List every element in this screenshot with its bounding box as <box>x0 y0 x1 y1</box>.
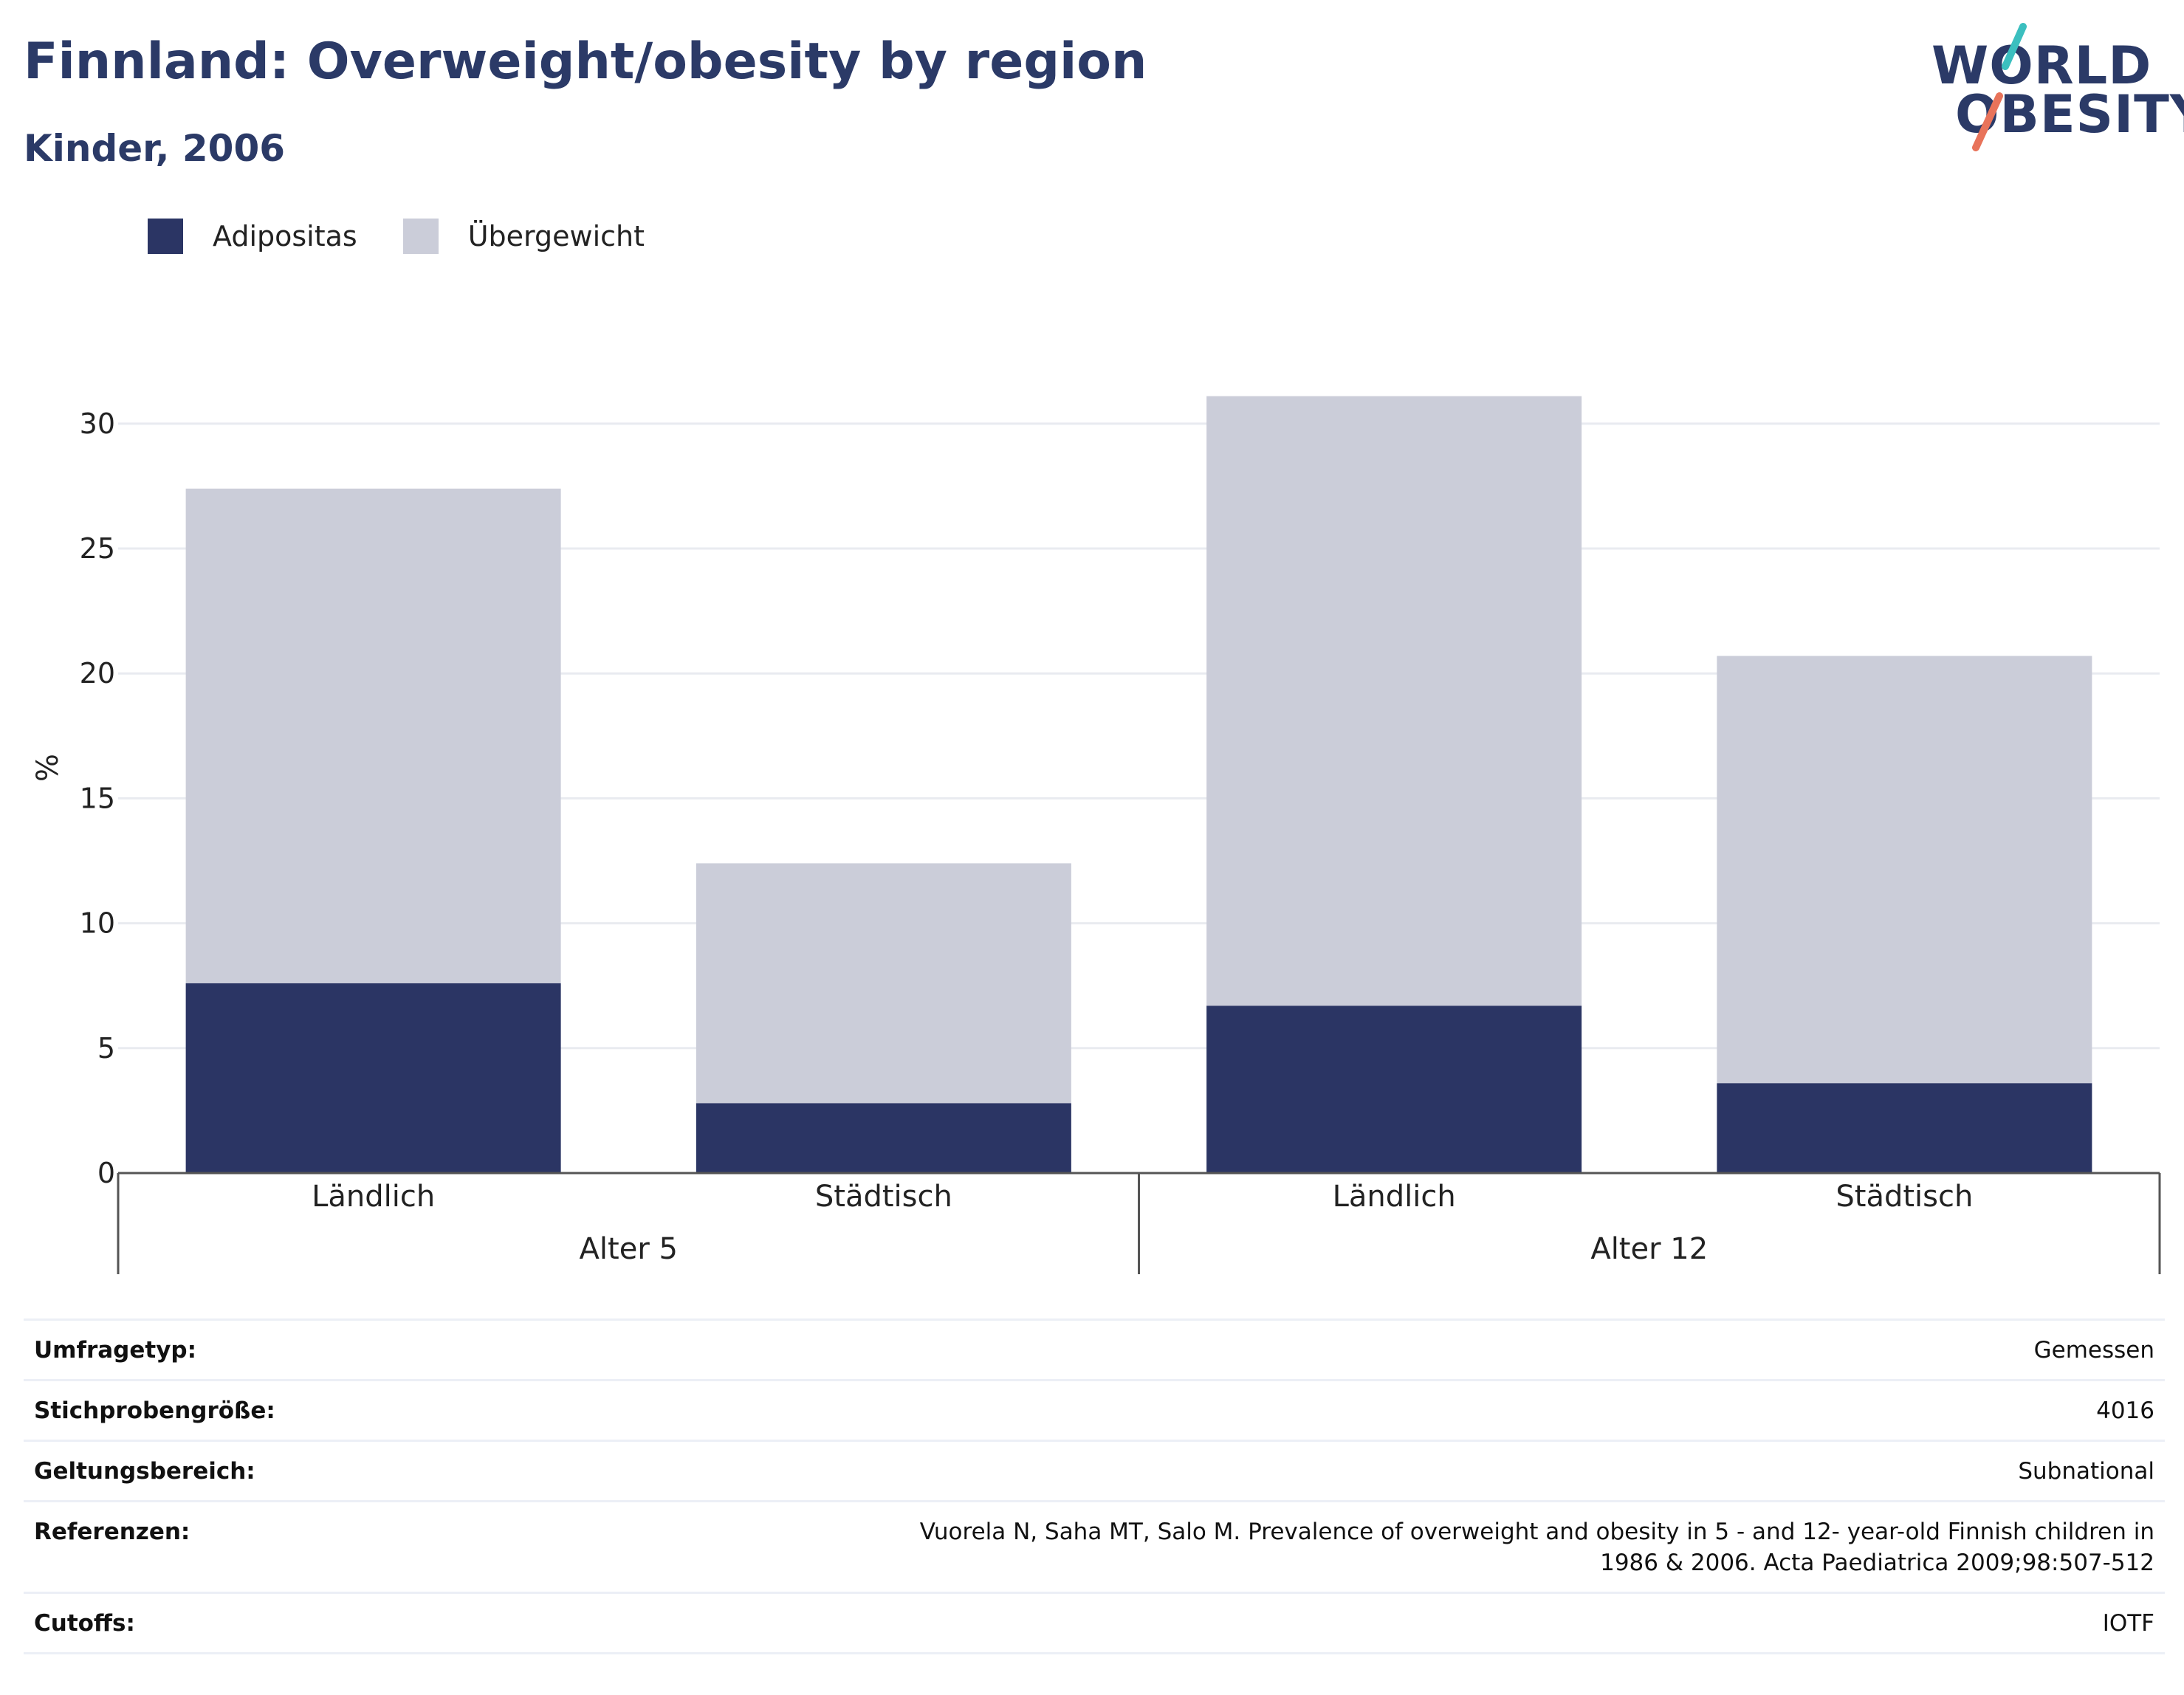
info-row-references: Referenzen: Vuorela N, Saha MT, Salo M. … <box>24 1500 2165 1593</box>
info-row-sample-size: Stichprobengröße: 4016 <box>24 1379 2165 1441</box>
bar--bergewicht <box>696 863 1071 1104</box>
bar-adipositas <box>1206 1005 1582 1173</box>
info-value-references: Vuorela N, Saha MT, Salo M. Prevalence o… <box>285 1500 2165 1593</box>
x-category-label: Städtisch <box>815 1180 952 1214</box>
x-category-label: Ländlich <box>1333 1180 1456 1214</box>
bar--bergewicht <box>185 488 561 983</box>
chart-title: Finnland: Overweight/obesity by region <box>24 32 1147 91</box>
chart-legend: Adipositas Übergewicht <box>148 219 690 254</box>
legend-label-uebergewicht: Übergewicht <box>467 220 645 252</box>
y-tick-label: 30 <box>80 408 115 440</box>
chart-subtitle: Kinder, 2006 <box>24 127 286 170</box>
bar--bergewicht <box>1206 396 1582 1006</box>
y-tick-label: 0 <box>97 1157 115 1189</box>
y-tick-label: 5 <box>97 1032 115 1065</box>
x-category-label: Ländlich <box>312 1180 435 1214</box>
info-key-sample-size: Stichprobengröße: <box>24 1379 286 1441</box>
info-value-sample-size: 4016 <box>285 1379 2165 1441</box>
info-value-survey-type: Gemessen <box>285 1318 2165 1381</box>
logo-slash-icon <box>1972 23 2027 151</box>
x-group-label: Alter 12 <box>1590 1232 1708 1266</box>
y-tick-label: 10 <box>80 907 115 940</box>
y-tick-label: 15 <box>80 782 115 814</box>
y-axis-title: % <box>31 754 65 782</box>
legend-item-uebergewicht[interactable]: Übergewicht <box>402 219 645 254</box>
bar--bergewicht <box>1717 656 2092 1084</box>
world-obesity-logo: WORLD OBESITY <box>1920 22 2184 155</box>
y-tick-label: 25 <box>80 532 115 565</box>
info-value-cutoffs: IOTF <box>285 1592 2165 1654</box>
info-row-survey-type: Umfragetyp: Gemessen <box>24 1318 2165 1381</box>
info-key-survey-type: Umfragetyp: <box>24 1318 286 1381</box>
bar-adipositas <box>185 983 561 1173</box>
info-row-cutoffs: Cutoffs: IOTF <box>24 1592 2165 1654</box>
y-tick-label: 20 <box>80 657 115 690</box>
bar-adipositas <box>1717 1083 2092 1173</box>
info-key-cutoffs: Cutoffs: <box>24 1592 286 1654</box>
info-row-scope: Geltungsbereich: Subnational <box>24 1440 2165 1502</box>
info-key-scope: Geltungsbereich: <box>24 1440 286 1502</box>
x-group-label: Alter 5 <box>580 1232 678 1266</box>
bar-adipositas <box>696 1103 1071 1173</box>
legend-swatch-uebergewicht <box>402 219 439 254</box>
legend-label-adipositas: Adipositas <box>213 220 357 252</box>
x-category-label: Städtisch <box>1836 1180 1973 1214</box>
logo-word-world: WORLD <box>1931 35 2152 96</box>
stacked-bar-chart: 0 5 10 15 20 25 30% Ländlich Städtisch Ländlich St… <box>31 396 2161 1274</box>
legend-item-adipositas[interactable]: Adipositas <box>148 219 357 254</box>
info-key-references: Referenzen: <box>24 1500 286 1593</box>
info-value-scope: Subnational <box>285 1440 2165 1502</box>
survey-info-table: Umfragetyp: Gemessen Stichprobengröße: 4… <box>24 1318 2165 1654</box>
legend-swatch-adipositas <box>148 219 183 254</box>
